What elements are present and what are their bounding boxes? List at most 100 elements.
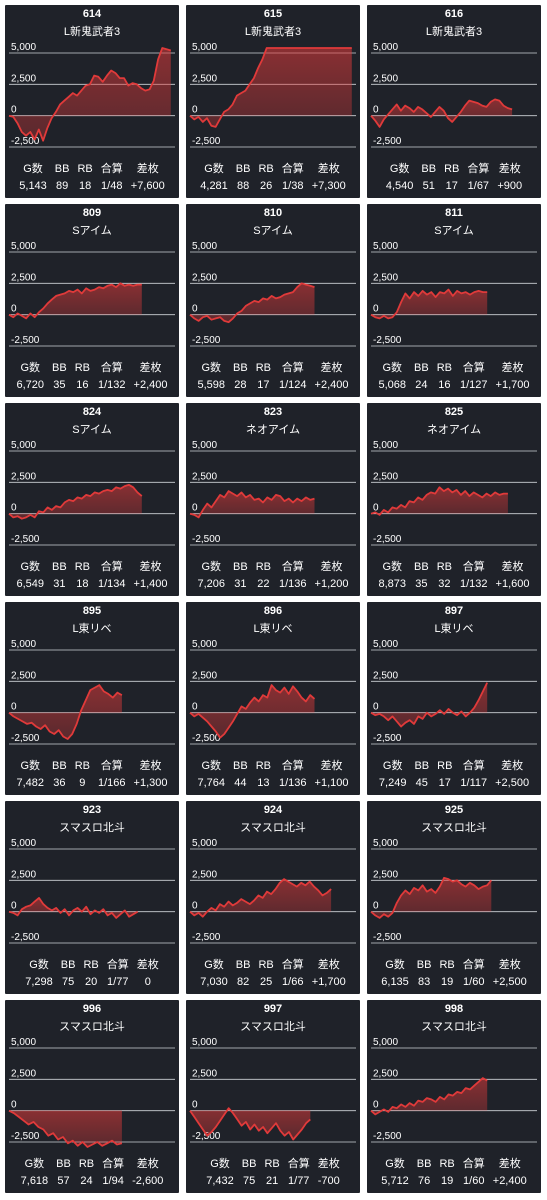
stat-header: G数	[29, 959, 49, 971]
machine-title: Sアイム	[72, 424, 112, 436]
stat-header: G数	[20, 362, 41, 374]
y-tick-label: 5,000	[11, 1037, 36, 1048]
stat-header: G数	[210, 1158, 230, 1170]
stat-header: 合算	[462, 959, 485, 971]
stat-header: RB	[255, 561, 271, 573]
stat-column-combined: 合算 1/124	[275, 360, 311, 394]
machine-number: 824	[82, 406, 102, 418]
y-tick-label: 2,500	[192, 471, 217, 482]
series-area	[190, 879, 332, 917]
stat-value: 31	[53, 578, 66, 590]
stat-value: 17	[445, 180, 458, 192]
y-tick-label: 2,500	[373, 1068, 398, 1079]
stat-header: RB	[78, 1158, 95, 1170]
series-line	[8, 282, 142, 320]
stat-column-diff: 差枚 +1,700	[308, 957, 350, 991]
machine-number: 923	[82, 804, 102, 816]
stat-column-combined: 合算 1/136	[275, 559, 311, 593]
stat-value: +1,100	[314, 777, 349, 789]
stat-column-rb: RB 21	[260, 1156, 283, 1190]
y-tick-label: 2,500	[373, 272, 398, 283]
y-tick-label: 0	[192, 304, 198, 315]
difference-line-chart: 5,000 2,500 0 -2,500	[8, 440, 175, 546]
y-tick-label: 5,000	[373, 241, 398, 252]
y-tick-label: 5,000	[373, 1037, 398, 1048]
stat-column-games: G数 7,206	[194, 559, 230, 593]
stat-value: 8,873	[378, 578, 407, 590]
stats-table: G数 6,135 BB 83 RB 19 合算 1/60 差枚 +2,500	[367, 957, 541, 991]
machine-card[interactable]: 615 L新鬼武者3 5,000 2,500 0 -2,500 G数 4,281 BB 88 RB 2…	[186, 5, 360, 198]
machine-card[interactable]: 996 スマスロ北斗 5,000 2,500 0 -2,500 G数 7,618 BB 57 RB 2…	[5, 1000, 179, 1193]
stat-value: 1/77	[107, 976, 129, 988]
stat-header: RB	[436, 561, 452, 573]
stat-column-rb: RB 17	[440, 161, 463, 195]
machine-card[interactable]: 998 スマスロ北斗 5,000 2,500 0 -2,500 G数 5,712 BB 76 RB 1…	[367, 1000, 541, 1193]
stat-column-games: G数 7,298	[21, 957, 57, 991]
stat-header: 合算	[281, 561, 304, 573]
stat-header: 合算	[462, 1158, 485, 1170]
stat-value: 75	[62, 976, 75, 988]
y-tick-label: -2,500	[11, 136, 40, 147]
machine-card[interactable]: 923 スマスロ北斗 5,000 2,500 0 -2,500 G数 7,298 BB 75 RB 2…	[5, 801, 179, 994]
stat-value: +1,700	[311, 976, 346, 988]
y-tick-label: 5,000	[373, 440, 398, 451]
y-tick-label: 0	[11, 702, 17, 713]
machine-card[interactable]: 809 Sアイム 5,000 2,500 0 -2,500 G数 6,720 BB 35 RB 16 合…	[5, 204, 179, 397]
stat-column-combined: 合算 1/117	[456, 758, 491, 792]
series-line	[370, 98, 513, 128]
difference-line-chart: 5,000 2,500 0 -2,500	[189, 241, 356, 347]
machine-card[interactable]: 825 ネオアイム 5,000 2,500 0 -2,500 G数 8,873 BB 35 RB 32…	[367, 403, 541, 596]
y-tick-label: 5,000	[11, 42, 36, 53]
stat-value: 28	[234, 379, 247, 391]
stat-value: 22	[257, 578, 270, 590]
y-tick-label: 0	[373, 503, 379, 514]
stat-column-games: G数 6,720	[13, 360, 49, 394]
machine-card[interactable]: 925 スマスロ北斗 5,000 2,500 0 -2,500 G数 6,135 BB 83 RB 1…	[367, 801, 541, 994]
machine-card[interactable]: 614 L新鬼武者3 5,000 2,500 0 -2,500 G数 5,143 BB 89 RB 1…	[5, 5, 179, 198]
stat-column-diff: 差枚 +1,100	[311, 758, 353, 792]
stat-value: 1/66	[282, 976, 304, 988]
machine-card[interactable]: 823 ネオアイム 5,000 2,500 0 -2,500 G数 7,206 BB 31 RB 22…	[186, 403, 360, 596]
series-line	[189, 684, 316, 739]
stat-header: RB	[74, 362, 90, 374]
stat-header: 合算	[281, 163, 304, 175]
machine-card[interactable]: 896 L東リベ 5,000 2,500 0 -2,500 G数 7,764 BB 44 RB 13 合…	[186, 602, 360, 795]
y-tick-label: 0	[192, 1100, 198, 1111]
machine-card[interactable]: 810 Sアイム 5,000 2,500 0 -2,500 G数 5,598 BB 28 RB 17 合…	[186, 204, 360, 397]
stat-column-combined: 合算 1/60	[459, 1156, 489, 1190]
stat-header: 差枚	[317, 163, 340, 175]
stat-value: 5,598	[197, 379, 226, 391]
machine-card[interactable]: 824 Sアイム 5,000 2,500 0 -2,500 G数 6,549 BB 31 RB 18 合…	[5, 403, 179, 596]
stat-header: BB	[52, 362, 67, 374]
stat-header: BB	[233, 760, 248, 772]
machine-card[interactable]: 997 スマスロ北斗 5,000 2,500 0 -2,500 G数 7,432 BB 75 RB 2…	[186, 1000, 360, 1193]
stat-column-bb: BB 44	[229, 758, 252, 792]
series-area	[371, 99, 513, 127]
stat-header: BB	[414, 362, 429, 374]
y-tick-label: 0	[11, 105, 17, 116]
machine-card[interactable]: 895 L東リベ 5,000 2,500 0 -2,500 G数 7,482 BB 36 RB 9 合算…	[5, 602, 179, 795]
machine-card[interactable]: 811 Sアイム 5,000 2,500 0 -2,500 G数 5,068 BB 24 RB 16 合…	[367, 204, 541, 397]
stat-column-rb: RB 18	[71, 559, 94, 593]
y-tick-label: 2,500	[11, 1068, 36, 1079]
stat-column-diff: 差枚 0	[133, 957, 163, 991]
stat-column-combined: 合算 1/38	[278, 161, 308, 195]
machine-card[interactable]: 616 L新鬼武者3 5,000 2,500 0 -2,500 G数 4,540 BB 51 RB 1…	[367, 5, 541, 198]
machine-card[interactable]: 897 L東リベ 5,000 2,500 0 -2,500 G数 7,249 BB 45 RB 17 合…	[367, 602, 541, 795]
stat-value: 7,298	[25, 976, 53, 988]
series-line	[8, 684, 123, 740]
stat-header: 合算	[462, 362, 485, 374]
stat-column-diff: 差枚 -2,600	[128, 1156, 167, 1190]
machine-title: スマスロ北斗	[421, 1021, 487, 1033]
y-tick-label: -2,500	[192, 136, 221, 147]
stat-value: 21	[265, 1175, 279, 1187]
stat-column-rb: RB 16	[71, 360, 94, 394]
stat-header: RB	[439, 1158, 455, 1170]
stat-header: 合算	[100, 760, 123, 772]
series-area	[190, 685, 315, 738]
machine-title: L東リベ	[253, 623, 293, 635]
machine-card[interactable]: 924 スマスロ北斗 5,000 2,500 0 -2,500 G数 7,030 BB 82 RB 2…	[186, 801, 360, 994]
stats-table: G数 8,873 BB 35 RB 32 合算 1/132 差枚 +1,600	[367, 559, 541, 593]
stats-table: G数 4,540 BB 51 RB 17 合算 1/67 差枚 +900	[367, 161, 541, 195]
difference-line-chart: 5,000 2,500 0 -2,500	[8, 42, 175, 148]
